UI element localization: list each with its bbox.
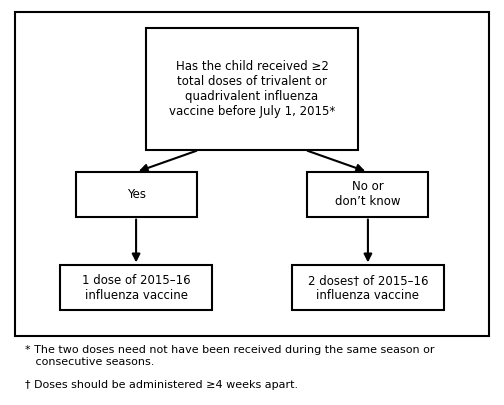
Text: * The two doses need not have been received during the same season or
   consecu: * The two doses need not have been recei… [25, 345, 434, 367]
Text: 2 doses† of 2015–16
influenza vaccine: 2 doses† of 2015–16 influenza vaccine [307, 273, 428, 302]
Text: † Doses should be administered ≥4 weeks apart.: † Doses should be administered ≥4 weeks … [25, 380, 298, 390]
FancyBboxPatch shape [15, 12, 489, 336]
Text: 1 dose of 2015–16
influenza vaccine: 1 dose of 2015–16 influenza vaccine [82, 273, 191, 302]
FancyBboxPatch shape [292, 265, 444, 310]
Text: Has the child received ≥2
total doses of trivalent or
quadrivalent influenza
vac: Has the child received ≥2 total doses of… [169, 60, 335, 118]
Text: Yes: Yes [127, 188, 146, 201]
FancyBboxPatch shape [307, 172, 428, 217]
FancyBboxPatch shape [60, 265, 212, 310]
Text: No or
don’t know: No or don’t know [335, 180, 401, 209]
FancyBboxPatch shape [146, 28, 358, 150]
FancyBboxPatch shape [76, 172, 197, 217]
